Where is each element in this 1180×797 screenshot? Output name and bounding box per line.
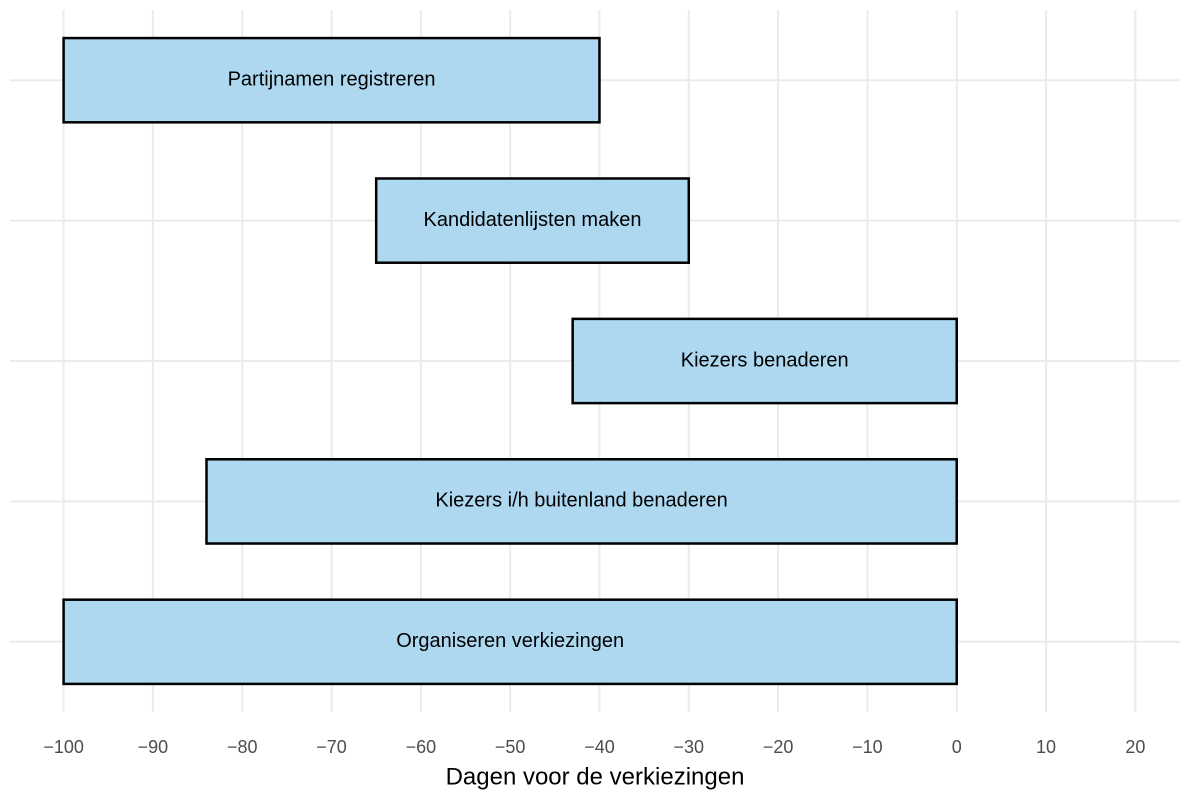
bar-label: Organiseren verkiezingen xyxy=(396,630,624,652)
x-tick-label: 10 xyxy=(1036,737,1056,757)
bar-label: Partijnamen registreren xyxy=(228,68,436,90)
x-tick-label: 0 xyxy=(952,737,962,757)
bar xyxy=(62,598,958,686)
x-tick-label: −60 xyxy=(406,737,437,757)
bar xyxy=(571,317,958,405)
bar xyxy=(62,36,601,124)
x-tick-label: −40 xyxy=(584,737,615,757)
bar-label: Kandidatenlijsten maken xyxy=(424,209,642,231)
bar xyxy=(205,458,958,545)
x-tick-label: −10 xyxy=(852,737,883,757)
x-tick-label: −90 xyxy=(138,737,169,757)
x-tick-label: −100 xyxy=(43,737,84,757)
x-tick-label: −50 xyxy=(495,737,526,757)
x-tick-label: −70 xyxy=(316,737,347,757)
x-axis-label: Dagen voor de verkiezingen xyxy=(446,763,745,790)
x-tick-label: 20 xyxy=(1125,737,1145,757)
bar-label: Kiezers benaderen xyxy=(681,349,849,371)
bar-label: Kiezers i/h buitenland benaderen xyxy=(435,490,727,512)
x-tick-label: −80 xyxy=(227,737,258,757)
x-tick-label: −20 xyxy=(763,737,794,757)
bar xyxy=(374,177,691,264)
x-tick-label: −30 xyxy=(674,737,705,757)
